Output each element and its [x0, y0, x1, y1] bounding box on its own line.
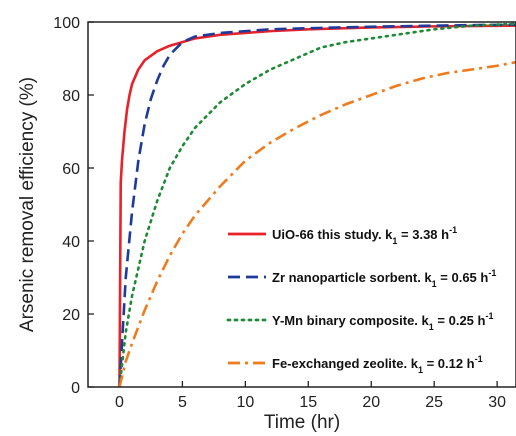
series-layer: [118, 22, 516, 387]
y-tick-label: 60: [62, 161, 80, 178]
legend-label: Zr nanoparticle sorbent. k1 = 0.65 h-1: [272, 268, 496, 289]
series-line: [118, 60, 516, 387]
legend-label: Y-Mn binary composite. k1 = 0.25 h-1: [272, 311, 493, 332]
legend-label-subscript: 1: [392, 236, 397, 246]
legend-label: UiO-66 this study. k1 = 3.38 h-1: [272, 225, 457, 246]
series-line: [118, 23, 516, 387]
legend-label: Fe-exchanged zeolite. k1 = 0.12 h-1: [272, 354, 483, 375]
y-tick-label: 40: [62, 234, 80, 251]
legend-label-value: = 3.38 h: [397, 227, 449, 242]
legend-label-main: Zr nanoparticle sorbent. k: [272, 270, 432, 285]
tick-layer: 0 5 10 15 20 25 30 0 20 40 60 80 100: [53, 15, 506, 411]
legend-label-superscript: -1: [488, 268, 496, 278]
y-axis-title: Arsenic removal efficiency (%): [17, 77, 38, 332]
x-axis-title: Time (hr): [264, 412, 340, 433]
y-tick-label: 0: [71, 380, 80, 397]
legend-label-superscript: -1: [475, 354, 483, 364]
y-tick-label: 20: [62, 307, 80, 324]
legend: UiO-66 this study. k1 = 3.38 h-1Zr nanop…: [226, 225, 496, 375]
x-tick-label: 15: [299, 394, 317, 411]
y-tick-label: 80: [62, 88, 80, 105]
legend-label-subscript: 1: [432, 279, 437, 289]
legend-label-value: = 0.65 h: [437, 270, 489, 285]
legend-label-main: Fe-exchanged zeolite. k: [272, 356, 419, 371]
series-line: [118, 24, 516, 387]
legend-label-main: Y-Mn binary composite. k: [272, 313, 430, 328]
x-tick-label: 20: [362, 394, 380, 411]
y-tick-label: 100: [53, 15, 80, 32]
legend-label-value: = 0.12 h: [423, 356, 475, 371]
plot-frame: [87, 21, 516, 388]
x-tick-label: 0: [115, 394, 124, 411]
series-line: [118, 22, 516, 387]
legend-label-subscript: 1: [418, 365, 423, 375]
x-tick-label: 25: [425, 394, 443, 411]
x-tick-label: 30: [488, 394, 506, 411]
legend-label-subscript: 1: [429, 322, 434, 332]
legend-label-superscript: -1: [449, 225, 457, 235]
legend-label-value: = 0.25 h: [434, 313, 486, 328]
x-tick-label: 5: [178, 394, 187, 411]
x-tick-label: 10: [236, 394, 254, 411]
legend-label-main: UiO-66 this study. k: [272, 227, 393, 242]
legend-label-superscript: -1: [485, 311, 493, 321]
